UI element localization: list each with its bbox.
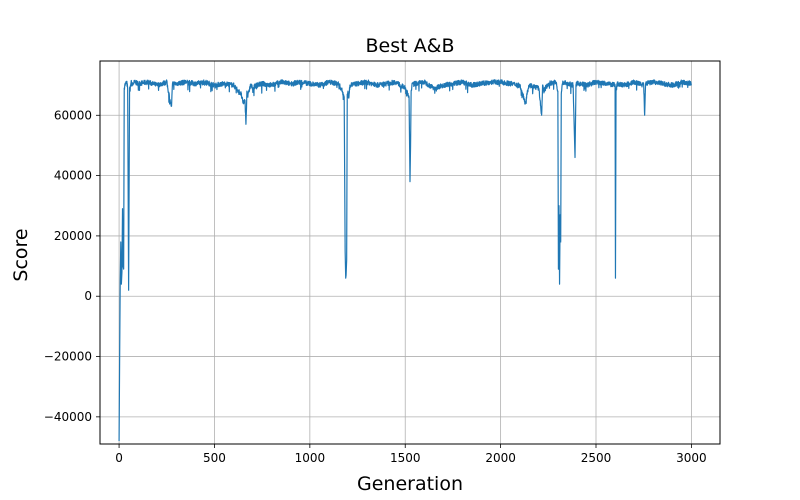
x-tick-label: 1000 — [295, 451, 326, 465]
x-tick-label: 1500 — [390, 451, 421, 465]
x-tick-label: 2000 — [485, 451, 516, 465]
x-axis-ticks: 0 500 1000 1500 2000 2500 3000 — [115, 444, 707, 465]
series-line — [118, 79, 692, 441]
chart-title: Best A&B — [366, 35, 455, 57]
axes-frame — [99, 60, 721, 445]
y-tick-label: −40000 — [44, 410, 92, 424]
y-tick-label: 20000 — [54, 229, 92, 243]
y-axis-ticks: −40000 −20000 0 20000 40000 60000 — [44, 108, 100, 424]
x-tick-label: 500 — [203, 451, 226, 465]
x-tick-label: 3000 — [676, 451, 707, 465]
data-series — [118, 79, 692, 441]
x-axis-label: Generation — [357, 473, 463, 495]
x-tick-label: 2500 — [581, 451, 612, 465]
y-tick-label: −20000 — [44, 350, 92, 364]
y-axis-label: Score — [10, 228, 32, 281]
grid-lines — [100, 61, 720, 444]
y-tick-label: 40000 — [54, 169, 92, 183]
y-tick-label: 60000 — [54, 108, 92, 122]
x-tick-label: 0 — [115, 451, 123, 465]
y-tick-label: 0 — [84, 289, 92, 303]
